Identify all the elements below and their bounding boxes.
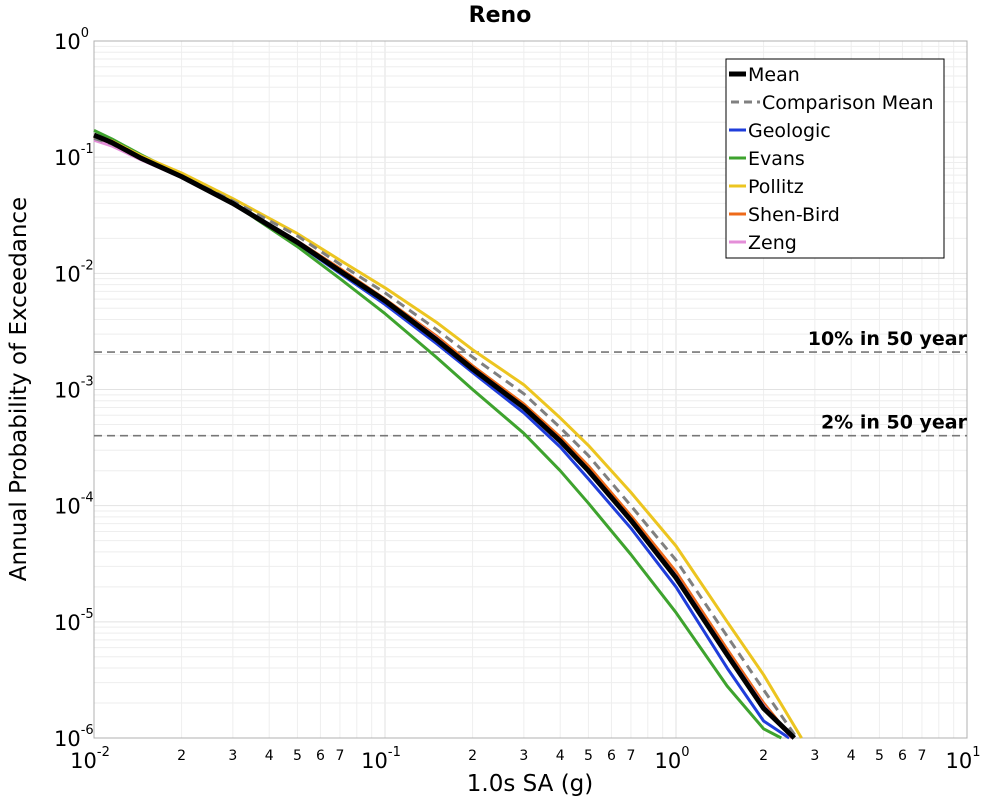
y-tick-label: 10-2 (54, 258, 94, 286)
series-evans (93, 129, 782, 740)
plot-area (93, 40, 968, 739)
legend-item: Geologic (729, 120, 831, 142)
grid (93, 41, 967, 739)
x-minor-tick-label: 5 (293, 748, 302, 764)
x-minor-tick-label: 2 (177, 748, 186, 764)
reference-line-label: 10% in 50 year (808, 328, 968, 350)
y-tick-label: 10-1 (54, 142, 94, 170)
x-minor-tick-label: 4 (265, 748, 274, 764)
series-lines (93, 129, 803, 740)
reference-line-label: 2% in 50 year (821, 412, 968, 434)
x-minor-tick-label: 3 (519, 748, 528, 764)
legend-item: Comparison Mean (731, 92, 934, 114)
legend-label: Evans (748, 148, 805, 170)
x-tick-label: 100 (654, 745, 689, 773)
legend-label: Zeng (748, 232, 797, 254)
y-tick-label: 10-3 (54, 375, 94, 403)
x-minor-tick-label: 6 (898, 748, 907, 764)
legend-item: Shen-Bird (729, 204, 840, 226)
legend-label: Pollitz (748, 176, 804, 198)
series-zeng (93, 138, 793, 739)
chart-title: Reno (469, 3, 532, 28)
x-minor-tick-label: 6 (316, 748, 325, 764)
series-mean (93, 132, 797, 740)
x-minor-tick-label: 7 (917, 748, 926, 764)
x-tick-label: 10-2 (70, 745, 110, 773)
x-tick-label: 10-1 (361, 745, 401, 773)
x-minor-tick-label: 5 (584, 748, 593, 764)
legend-label: Mean (748, 64, 800, 86)
y-tick-label: 10-4 (54, 491, 94, 519)
legend-label: Comparison Mean (762, 92, 934, 114)
x-minor-tick-label: 3 (228, 748, 237, 764)
legend-item: Pollitz (729, 176, 804, 198)
x-minor-tick-label: 7 (626, 748, 635, 764)
y-tick-label: 100 (54, 26, 89, 54)
x-minor-tick-label: 4 (847, 748, 856, 764)
legend-label: Geologic (748, 120, 831, 142)
x-tick-label: 101 (945, 745, 980, 773)
x-minor-tick-label: 4 (556, 748, 565, 764)
legend-item: Mean (729, 64, 800, 86)
x-minor-tick-label: 7 (335, 748, 344, 764)
series-comparison-mean (93, 136, 799, 739)
y-tick-label: 10-6 (54, 723, 94, 751)
x-minor-tick-label: 2 (759, 748, 768, 764)
y-axis-title: Annual Probability of Exceedance (6, 197, 32, 581)
legend-item: Evans (729, 148, 805, 170)
legend-box (725, 58, 945, 259)
x-minor-tick-label: 3 (810, 748, 819, 764)
legend-label: Shen-Bird (748, 204, 840, 226)
x-axis-title: 1.0s SA (g) (467, 771, 594, 797)
y-tick-label: 10-5 (54, 607, 94, 635)
y-axis-ticks: 100 10-1 10-2 10-3 10-4 10-5 10-6 (54, 26, 94, 751)
x-minor-tick-label: 2 (468, 748, 477, 764)
legend-item: Zeng (729, 232, 797, 254)
series-pollitz (93, 133, 803, 739)
x-minor-tick-label: 5 (875, 748, 884, 764)
reference-lines: 10% in 50 year 2% in 50 year (94, 328, 968, 437)
x-minor-tick-label: 6 (607, 748, 616, 764)
legend: Mean Comparison Mean Geologic Evans Pollitz S… (725, 58, 945, 259)
